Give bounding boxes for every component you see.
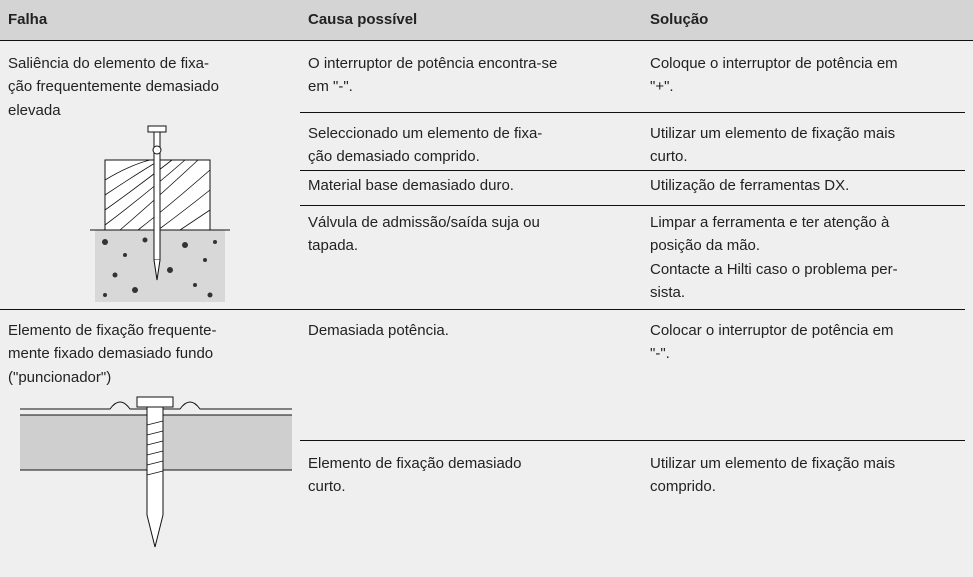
column-header: Solução — [650, 11, 709, 28]
text-line: curto. — [650, 148, 688, 166]
text-line: elevada — [8, 101, 61, 119]
cell: Colocar o interruptor de potência em "-". — [650, 319, 893, 366]
text-line: Demasiada potência. — [308, 322, 449, 339]
text-line: Saliência do elemento de fixa- — [8, 55, 209, 72]
text-line: "-". — [650, 345, 670, 363]
cell: Coloque o interruptor de potência em "+". — [650, 52, 898, 99]
text-line: Colocar o interruptor de potência em — [650, 322, 894, 339]
cell: Saliência do elemento de fixa-ção freque… — [8, 52, 219, 122]
text-line: ção frequentemente demasiado — [8, 78, 219, 96]
text-line: Contacte a Hilti caso o problema per- — [650, 260, 898, 278]
text-line: Limpar a ferramenta e ter atenção à — [650, 214, 890, 231]
header-band — [0, 0, 973, 40]
text-line: em "-". — [308, 78, 353, 96]
cell: Utilizar um elemento de fixação mais curt… — [650, 122, 895, 169]
cell: Demasiada potência. — [308, 319, 449, 342]
text-line: sista. — [650, 283, 686, 301]
illustration-nail-plate — [20, 396, 292, 548]
text-line: Utilizar um elemento de fixação mais — [650, 125, 896, 142]
text-line: tapada. — [308, 237, 359, 255]
rule — [300, 170, 965, 171]
text-line: Seleccionado um elemento de fixa- — [308, 125, 543, 142]
illustration-nail-wood — [90, 125, 230, 302]
rule — [300, 112, 965, 113]
text-line: "+". — [650, 78, 674, 96]
cell: Utilizar um elemento de fixação mais comp… — [650, 452, 895, 499]
cell: O interruptor de potência encontra-se em … — [308, 52, 557, 99]
text-line: curto. — [308, 478, 346, 496]
text-line: Coloque o interruptor de potência em — [650, 55, 898, 72]
text-line: Válvula de admissão/saída suja ou — [308, 214, 540, 231]
text-line: O interruptor de potência encontra-se — [308, 55, 558, 72]
text-line: Elemento de fixação frequente- — [8, 322, 217, 339]
rule — [300, 205, 965, 206]
text-line: Elemento de fixação demasiado — [308, 455, 522, 472]
column-header: Causa possível — [308, 11, 418, 28]
text-line: Material base demasiado duro. — [308, 177, 514, 194]
cell: Elemento de fixação demasiado curto. — [308, 452, 521, 499]
text-line: Utilizar um elemento de fixação mais — [650, 455, 896, 472]
cell: Material base demasiado duro. — [308, 174, 514, 197]
cell: Válvula de admissão/saída suja ou tapada. — [308, 211, 540, 258]
rule — [300, 440, 965, 441]
cell: Utilização de ferramentas DX. — [650, 174, 849, 197]
text-line: ção demasiado comprido. — [308, 148, 480, 166]
column-header: Falha — [8, 11, 48, 28]
text-line: posição da mão. — [650, 237, 761, 255]
text-line: Utilização de ferramentas DX. — [650, 177, 850, 194]
rule — [0, 309, 965, 310]
text-line: ("puncionador") — [8, 368, 112, 386]
text-line: comprido. — [650, 478, 716, 496]
cell: Limpar a ferramenta e ter atenção à posiç… — [650, 211, 898, 304]
cell: Seleccionado um elemento de fixa-ção dem… — [308, 122, 542, 169]
cell: Elemento de fixação frequente-mente fixa… — [8, 319, 216, 389]
rule — [0, 40, 973, 41]
text-line: mente fixado demasiado fundo — [8, 345, 214, 363]
